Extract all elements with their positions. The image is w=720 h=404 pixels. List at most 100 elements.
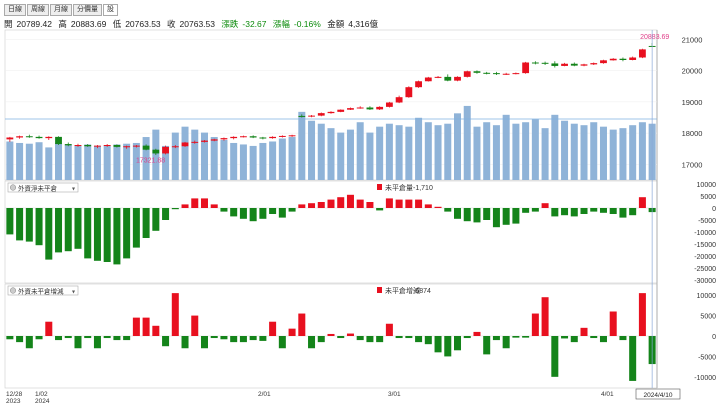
sub2-bar <box>191 198 199 208</box>
sub3-bar <box>502 336 510 349</box>
volume-bar <box>454 113 462 180</box>
volume-bar <box>434 125 442 180</box>
volume-bar <box>366 132 374 180</box>
open-label: 開 <box>4 19 13 29</box>
amount-value: 4,316億 <box>348 19 378 29</box>
volume-bar <box>444 123 452 180</box>
close-label: 收 <box>167 19 176 29</box>
tab-daily[interactable]: 日線 <box>4 4 26 16</box>
volume-bar <box>200 132 208 180</box>
candle-body <box>152 149 160 154</box>
sub2-bar <box>269 208 277 214</box>
candle-body <box>201 140 208 142</box>
candle-body <box>493 73 500 75</box>
volume-bar <box>512 123 520 180</box>
tab-weekly[interactable]: 周線 <box>27 4 49 16</box>
high-label: 高 <box>58 19 67 29</box>
sub3-bar <box>269 321 277 336</box>
sub2-legend-label: 未平倉量 <box>385 183 413 192</box>
tab-monthly[interactable]: 月線 <box>50 4 72 16</box>
sub3-bar <box>171 293 179 336</box>
low-value: 20763.53 <box>125 19 161 29</box>
sub3-bar <box>249 336 257 341</box>
volume-bar <box>181 126 189 180</box>
sub2-tick-label: -25000 <box>694 266 716 273</box>
price-tick-label: 19000 <box>682 98 703 107</box>
candle-body <box>210 139 218 141</box>
price-tick-label: 21000 <box>682 35 703 44</box>
x-tick-label: 1/02 <box>35 391 48 398</box>
x-tick-label: 2/01 <box>258 391 271 398</box>
candle-body <box>347 108 354 110</box>
sub3-bar <box>35 336 43 340</box>
sub2-bar <box>531 208 539 212</box>
sub3-bar <box>259 336 267 341</box>
volume-bar <box>230 142 238 180</box>
volume-bar <box>473 126 481 180</box>
sub3-bar <box>444 336 452 357</box>
sub2-bar <box>551 208 559 217</box>
volume-bar <box>249 145 257 180</box>
candle-body <box>317 113 325 116</box>
volume-bar <box>376 126 384 180</box>
sub2-tick-label: -15000 <box>694 242 716 249</box>
candle-body <box>580 64 588 66</box>
sub2-bar <box>454 208 462 219</box>
sub2-bar <box>599 208 607 213</box>
sub2-bar <box>483 208 491 220</box>
volume-bar <box>123 143 131 180</box>
sub3-bar <box>551 336 559 377</box>
sub2-bar <box>123 208 131 259</box>
sub2-bar <box>220 208 228 212</box>
volume-bar <box>239 144 247 180</box>
candle-body <box>25 136 33 138</box>
sub3-bar <box>45 321 53 336</box>
sub3-bar <box>599 336 607 343</box>
sub3-bar <box>113 336 121 341</box>
volume-bar <box>220 140 228 180</box>
sub3-bar <box>638 293 646 336</box>
candle-body <box>512 73 520 75</box>
sub2-bar <box>308 203 316 208</box>
volume-bar <box>308 120 316 180</box>
sub2-tick-label: 5000 <box>700 194 716 201</box>
sub3-bar <box>424 336 432 345</box>
volume-bar <box>171 132 179 180</box>
volume-bar <box>74 145 82 180</box>
cursor-date-box <box>635 388 681 400</box>
volume-bar <box>346 129 354 180</box>
candle-body <box>356 107 364 109</box>
sub3-tick-label: 5000 <box>700 314 716 321</box>
sub3-bar <box>395 336 403 339</box>
sub3-bar <box>337 336 345 339</box>
candle-body <box>531 62 539 64</box>
sub2-bar <box>473 208 481 223</box>
tab-volume-profile[interactable]: 分價量 <box>73 4 102 16</box>
sub2-bar <box>561 208 569 216</box>
sub3-bar <box>580 327 588 336</box>
sub2-bar <box>415 199 423 208</box>
sub3-tick-label: 10000 <box>697 293 717 300</box>
sub2-bar <box>162 208 170 220</box>
volume-bar <box>395 125 403 180</box>
tab-settings[interactable]: 設 <box>103 4 118 16</box>
change-label: 漲跌 <box>221 19 239 29</box>
sub3-bar <box>308 336 316 349</box>
sub3-bar <box>200 336 208 349</box>
sub3-bar <box>385 323 393 336</box>
volume-bar <box>590 122 598 180</box>
sub3-bar <box>210 336 218 339</box>
sub3-bar <box>317 336 325 343</box>
sub2-bar <box>609 208 617 214</box>
sub3-close-icon <box>9 287 17 294</box>
volume-bar <box>6 141 14 180</box>
volume-bar <box>142 137 150 180</box>
sub2-bar <box>239 208 247 219</box>
sub2-bar <box>55 208 63 253</box>
volume-bar <box>424 122 432 180</box>
candle-body <box>103 145 111 146</box>
candle-body <box>561 63 568 66</box>
sub2-bar <box>424 204 432 208</box>
sub2-bar <box>16 208 24 241</box>
